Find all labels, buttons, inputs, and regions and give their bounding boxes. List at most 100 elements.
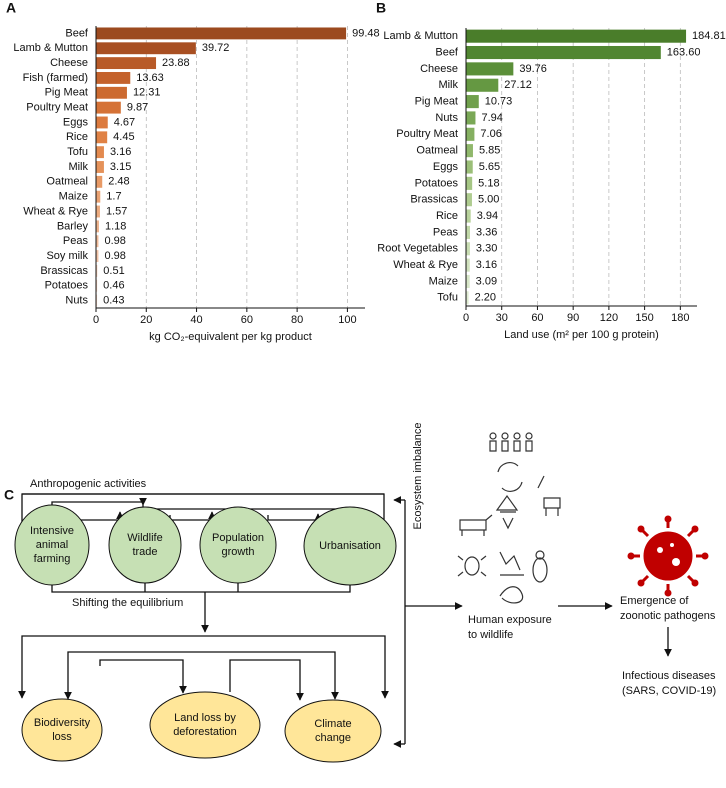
wildlife-icon bbox=[457, 432, 561, 604]
bar bbox=[96, 220, 99, 233]
connector bbox=[64, 651, 205, 700]
bar bbox=[96, 161, 104, 173]
y-tick-label: Fish (farmed) bbox=[23, 72, 88, 84]
emergence-label: Emergence of zoonotic pathogens bbox=[620, 595, 716, 622]
value-label: 5.85 bbox=[479, 145, 500, 157]
bar bbox=[466, 144, 473, 158]
connector bbox=[169, 511, 216, 521]
bar bbox=[96, 42, 196, 55]
y-tick-label: Wheat & Rye bbox=[23, 205, 88, 217]
y-tick-label: Soy milk bbox=[46, 250, 88, 262]
value-label: 7.06 bbox=[480, 128, 501, 140]
value-label: 39.72 bbox=[202, 42, 230, 54]
x-tick-label: 100 bbox=[338, 314, 356, 326]
y-tick-label: Potatoes bbox=[415, 177, 459, 189]
x-axis-label: Land use (m² per 100 g protein) bbox=[504, 329, 659, 341]
connector bbox=[75, 511, 124, 521]
value-label: 2.48 bbox=[108, 176, 129, 188]
value-label: 4.45 bbox=[113, 131, 134, 143]
x-tick-label: 0 bbox=[93, 314, 99, 326]
bar bbox=[96, 146, 104, 159]
bar bbox=[96, 279, 98, 292]
x-tick-label: 0 bbox=[463, 312, 469, 324]
value-label: 99.48 bbox=[352, 27, 380, 39]
value-label: 1.7 bbox=[106, 191, 121, 203]
y-tick-label: Lamb & Mutton bbox=[13, 42, 88, 54]
bar bbox=[466, 160, 473, 174]
bar bbox=[466, 242, 470, 256]
bar bbox=[96, 101, 121, 114]
bar bbox=[96, 205, 100, 218]
value-label: 0.51 bbox=[103, 265, 124, 277]
bar bbox=[96, 294, 98, 307]
value-label: 39.76 bbox=[519, 63, 547, 75]
y-tick-label: Maize bbox=[429, 275, 458, 287]
value-label: 12.31 bbox=[133, 87, 161, 99]
bar bbox=[96, 235, 99, 248]
y-tick-label: Barley bbox=[57, 220, 89, 232]
x-tick-label: 20 bbox=[140, 314, 152, 326]
bar bbox=[466, 193, 472, 207]
value-label: 163.60 bbox=[667, 46, 701, 58]
bar bbox=[96, 72, 131, 84]
effect-label: Biodiversity loss bbox=[34, 717, 91, 743]
value-label: 3.16 bbox=[110, 146, 131, 158]
y-tick-label: Eggs bbox=[63, 116, 89, 128]
connector bbox=[99, 659, 187, 694]
value-label: 3.36 bbox=[476, 226, 497, 238]
bar bbox=[466, 291, 469, 305]
panel-label: A bbox=[6, 0, 16, 16]
value-label: 4.67 bbox=[114, 116, 135, 128]
driver-label: Urbanisation bbox=[319, 540, 381, 552]
bar bbox=[466, 111, 476, 125]
bar bbox=[466, 62, 514, 76]
value-label: 3.16 bbox=[476, 259, 497, 271]
value-label: 3.15 bbox=[110, 161, 131, 173]
y-tick-label: Wheat & Rye bbox=[393, 259, 458, 271]
value-label: 0.46 bbox=[103, 280, 124, 292]
y-tick-label: Tofu bbox=[67, 146, 88, 158]
bar bbox=[466, 95, 479, 109]
diseases-label: Infectious diseases (SARS, COVID-19) bbox=[622, 670, 716, 697]
connector bbox=[229, 659, 304, 701]
value-label: 5.18 bbox=[478, 177, 499, 189]
y-tick-label: Brassicas bbox=[40, 265, 88, 277]
value-label: 1.18 bbox=[105, 220, 126, 232]
y-tick-label: Lamb & Mutton bbox=[383, 30, 458, 42]
driver-label: Wildlife trade bbox=[127, 532, 162, 558]
x-tick-label: 120 bbox=[600, 312, 618, 324]
panel-label: B bbox=[376, 0, 386, 16]
y-tick-label: Rice bbox=[436, 210, 458, 222]
value-label: 13.63 bbox=[136, 72, 164, 84]
y-tick-label: Peas bbox=[433, 226, 459, 238]
y-tick-label: Rice bbox=[66, 131, 88, 143]
x-tick-label: 90 bbox=[567, 312, 579, 324]
value-label: 23.88 bbox=[162, 57, 190, 69]
diagram: C Anthropogenic activities Intensive anim… bbox=[4, 423, 716, 763]
value-label: 5.00 bbox=[478, 194, 499, 206]
bar bbox=[96, 27, 347, 40]
value-label: 2.20 bbox=[475, 292, 496, 304]
driver-label: Population growth bbox=[212, 532, 264, 558]
bar bbox=[96, 131, 108, 144]
bar bbox=[466, 209, 471, 223]
y-tick-label: Cheese bbox=[420, 63, 458, 75]
value-label: 5.65 bbox=[479, 161, 500, 173]
y-tick-label: Beef bbox=[435, 46, 459, 58]
value-label: 9.87 bbox=[127, 102, 148, 114]
bar bbox=[466, 274, 470, 289]
value-label: 3.94 bbox=[477, 210, 498, 222]
bar bbox=[96, 57, 157, 70]
y-tick-label: Root Vegetables bbox=[377, 243, 458, 255]
y-tick-label: Cheese bbox=[50, 57, 88, 69]
value-label: 7.94 bbox=[481, 112, 502, 124]
effect-node bbox=[21, 698, 103, 762]
top-label: Anthropogenic activities bbox=[30, 478, 147, 490]
bar bbox=[96, 190, 101, 203]
y-tick-label: Tofu bbox=[437, 292, 458, 304]
x-tick-label: 40 bbox=[190, 314, 202, 326]
y-tick-label: Oatmeal bbox=[416, 145, 458, 157]
bar bbox=[466, 176, 473, 190]
value-label: 184.81 bbox=[692, 30, 726, 42]
